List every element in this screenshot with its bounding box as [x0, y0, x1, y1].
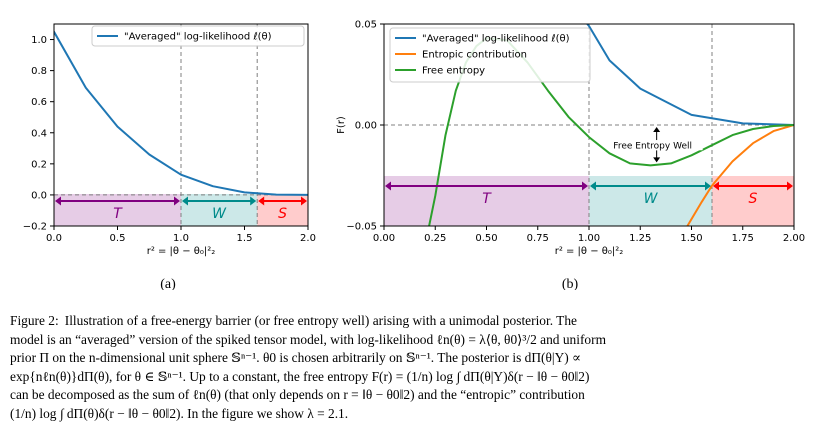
y-tick-label: 0.6: [31, 97, 47, 108]
region-w-label: W: [212, 206, 227, 222]
region-w-band: [181, 194, 258, 226]
series-line-1: [586, 24, 794, 126]
caption-line: (1/n) log ∫ dΠ(θ)δ(r − ‖θ − θ0‖2). In th…: [10, 405, 349, 421]
x-tick-label: 1.75: [732, 233, 754, 244]
caption-label: Figure 2:: [10, 313, 59, 328]
x-tick-label: 1.50: [680, 233, 702, 244]
x-tick-label: 0.75: [527, 233, 549, 244]
legend-entry: Free entropy: [422, 66, 485, 77]
arrowhead: [590, 181, 596, 191]
caption-line: prior Π on the n-dimensional unit sphere…: [10, 350, 582, 366]
arrowhead: [258, 196, 265, 206]
series-line-2: [686, 124, 794, 226]
arrowhead: [582, 181, 588, 191]
figure-2: T W S0.0 0.5 1.0 1.5 2.0−0.20.00.20.40.60.81.0…: [23, 20, 805, 291]
chart-panel-1: T W S0.0 0.5 1.0 1.5 2.0−0.20.00.20.40.60.81.0…: [23, 23, 316, 290]
region-w-label: W: [644, 191, 659, 207]
annotation-text: Free Entropy Well: [613, 142, 692, 152]
x-tick-label: 0.5: [110, 233, 126, 244]
x-tick-label: 0.0: [46, 233, 62, 244]
x-tick-label: 0.00: [373, 233, 395, 244]
x-tick-label: 0.25: [424, 233, 446, 244]
x-tick-label: 2.0: [300, 233, 316, 244]
panel-label: (a): [160, 277, 176, 290]
legend-entry: "Averaged" log-likelihood ℓ(θ): [124, 32, 272, 43]
region-s-label: S: [278, 206, 287, 222]
arrowhead: [653, 127, 661, 132]
y-tick-label: −0.05: [346, 222, 377, 233]
panel-label: (b): [562, 277, 579, 290]
y-tick-label: 0.8: [31, 66, 47, 77]
x-tick-label: 2.00: [783, 233, 805, 244]
caption-line: exp{nℓn(θ)}dΠ(θ), for θ ∈ 𝕊ⁿ⁻¹. Up to a …: [10, 368, 590, 384]
x-tick-label: 0.50: [475, 233, 497, 244]
y-tick-label: −0.2: [23, 222, 47, 233]
legend-entry: "Averaged" log-likelihood ℓ(θ): [422, 34, 570, 45]
y-axis-label: F(r): [336, 116, 347, 134]
y-tick-label: 1.0: [31, 35, 47, 46]
caption-line: Figure 2: Illustration of a free-energy b…: [10, 312, 822, 331]
y-tick-label: 0.2: [31, 159, 47, 170]
region-s-band: [257, 194, 308, 226]
figure-caption: Figure 2: Illustration of a free-energy b…: [10, 312, 822, 424]
legend-box: [389, 27, 591, 83]
x-axis-label: r² = |θ − θ₀|²₂: [555, 246, 624, 257]
arrowhead: [182, 196, 188, 206]
legend-entry: Entropic contribution: [422, 50, 527, 61]
arrowhead: [713, 181, 719, 191]
x-axis-label: r² = |θ − θ₀|²₂: [147, 246, 216, 257]
x-tick-label: 1.5: [237, 233, 253, 244]
region-s-label: S: [749, 191, 758, 207]
caption-line: model is an “averaged” version of the sp…: [10, 331, 606, 347]
arrowhead: [301, 196, 307, 206]
free-entropy-well-annotation: Free Entropy Well: [610, 127, 703, 163]
y-tick-label: 0.00: [355, 121, 377, 132]
x-tick-label: 1.00: [578, 233, 600, 244]
x-tick-label: 1.0: [173, 233, 189, 244]
arrowhead: [174, 196, 180, 206]
series-line-1: [54, 30, 308, 196]
x-tick-label: 1.25: [629, 233, 651, 244]
arrowhead: [385, 181, 391, 191]
region-t-band: [384, 176, 589, 226]
region-t-label: T: [482, 191, 492, 207]
region-s-band: [712, 176, 794, 226]
y-tick-label: 0.0: [31, 190, 47, 201]
y-tick-label: 0.05: [355, 20, 377, 31]
arrowhead: [250, 196, 257, 206]
arrowhead: [653, 157, 661, 163]
caption-text: Illustration of a free-energy barrier (o…: [64, 313, 577, 328]
arrowhead: [55, 196, 61, 206]
legend-box: [91, 25, 305, 47]
arrowhead: [705, 181, 711, 191]
caption-line: can be decomposed as the sum of ℓn(θ) (t…: [10, 387, 585, 403]
region-t-band: [54, 194, 181, 226]
arrowhead: [787, 181, 793, 191]
region-t-label: T: [113, 206, 123, 222]
chart-panel-2: T W S 0.00 0.25 0.50 0.75 1.00 1.25 1.50 1.75 2.00 −…: [336, 20, 805, 291]
y-tick-label: 0.4: [31, 128, 47, 139]
